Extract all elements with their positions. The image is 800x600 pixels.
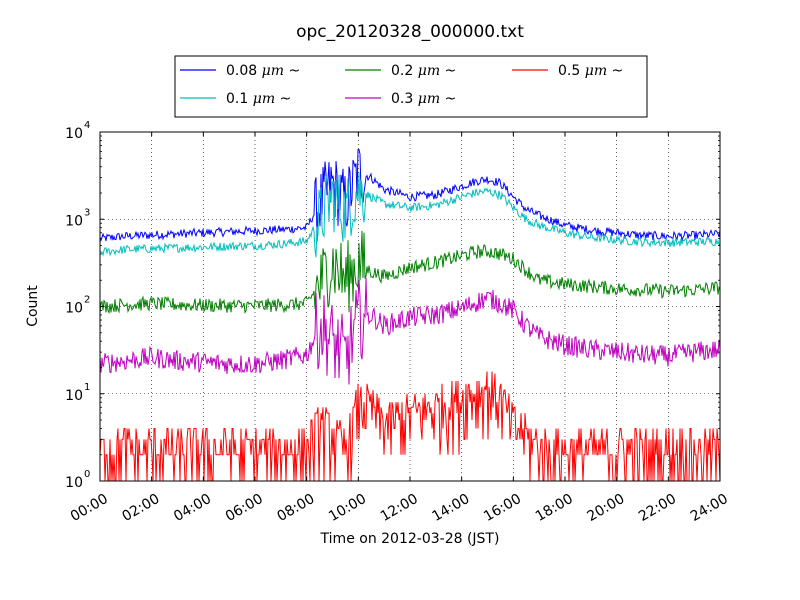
legend-label: 0.3 μm ~: [391, 91, 456, 107]
x-tick-label: 04:00: [171, 491, 214, 525]
y-tick-exponent: 4: [84, 120, 90, 131]
grid: [100, 132, 720, 481]
legend-entry: 0.2 μm ~: [345, 63, 456, 79]
y-tick-base: 10: [65, 213, 83, 229]
x-tick-labels: 00:00 02:00 04:00 06:00 08:00 10:00 12:00 14:00…: [68, 491, 731, 525]
legend-label: 0.5 μm ~: [558, 63, 623, 79]
x-tick-label: 10:00: [326, 491, 369, 525]
y-tick-label: 103: [65, 207, 90, 229]
legend-entry: 0.5 μm ~: [512, 63, 623, 79]
y-tick-exponent: 2: [84, 295, 90, 306]
y-tick-label: 101: [65, 382, 90, 404]
y-axis-label: Count: [25, 285, 41, 327]
legend-label: 0.08 μm ~: [226, 63, 300, 79]
y-tick-base: 10: [65, 126, 83, 142]
x-tick-label: 12:00: [378, 491, 421, 525]
y-tick-base: 10: [65, 301, 83, 317]
y-tick-label: 104: [65, 120, 90, 142]
series-line-0-2: [99, 230, 721, 315]
x-tick-label: 02:00: [120, 491, 163, 525]
y-tick-exponent: 0: [84, 469, 90, 480]
y-tick-base: 10: [65, 475, 83, 491]
x-tick-label: 08:00: [275, 491, 318, 525]
x-tick-label: 00:00: [68, 491, 111, 525]
legend: 0.08 μm ~ 0.1 μm ~ 0.2 μm ~ 0.3 μm ~ 0.5 μm …: [174, 55, 648, 118]
legend-label: 0.2 μm ~: [391, 63, 456, 79]
series-line-0-5: [99, 371, 721, 482]
x-tick-label: 18:00: [533, 491, 576, 525]
legend-frame: [174, 55, 648, 118]
series-lines: [99, 148, 721, 482]
y-tick-base: 10: [65, 388, 83, 404]
y-tick-label: 102: [65, 295, 90, 317]
legend-entry: 0.3 μm ~: [345, 91, 456, 107]
x-tick-label: 20:00: [585, 491, 628, 525]
legend-entry: 0.1 μm ~: [180, 91, 291, 107]
series-line-0-1: [99, 172, 721, 258]
x-tick-label: 14:00: [430, 491, 473, 525]
x-tick-label: 16:00: [481, 491, 524, 525]
chart-title: opc_20120328_000000.txt: [296, 22, 524, 42]
series-line-0-3: [99, 277, 721, 385]
series-line-0-08: [99, 148, 721, 243]
y-tick-label: 100: [65, 469, 90, 491]
legend-entry: 0.08 μm ~: [180, 63, 300, 79]
x-tick-label: 06:00: [223, 491, 266, 525]
x-tick-label: 24:00: [688, 491, 731, 525]
y-tick-exponent: 1: [84, 382, 90, 393]
x-axis-label: Time on 2012-03-28 (JST): [320, 531, 500, 547]
x-tick-label: 22:00: [636, 491, 679, 525]
legend-label: 0.1 μm ~: [226, 91, 291, 107]
y-tick-exponent: 3: [84, 207, 90, 218]
axis-ticks: [99, 131, 721, 482]
